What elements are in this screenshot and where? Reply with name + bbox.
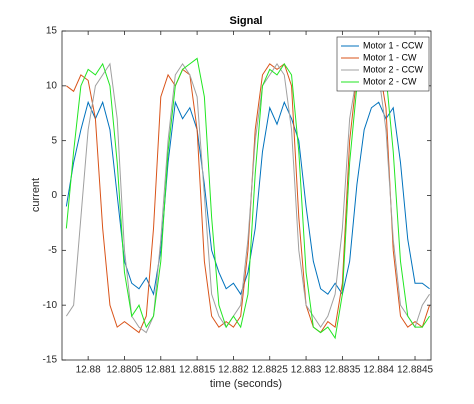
x-tick-label: 12.8835	[324, 365, 361, 376]
y-tick-label: -5	[48, 245, 57, 256]
x-tick-label: 12.8805	[106, 365, 143, 376]
x-tick-label: 12.881	[145, 365, 176, 376]
legend-label: Motor 1 - CCW	[363, 40, 424, 50]
x-tick-label: 12.8845	[397, 365, 434, 376]
chart-title: Signal	[229, 15, 262, 27]
legend-label: Motor 2 - CW	[363, 76, 417, 86]
y-tick-label: 10	[46, 80, 58, 91]
y-tick-label: 0	[51, 190, 57, 201]
legend-label: Motor 2 - CCW	[363, 64, 424, 74]
y-axis-label: current	[30, 178, 42, 212]
y-tick-label: 5	[51, 135, 57, 146]
y-tick-label: -10	[43, 300, 58, 311]
x-tick-label: 12.88	[76, 365, 101, 376]
x-tick-label: 12.883	[291, 365, 322, 376]
legend-label: Motor 1 - CW	[363, 52, 417, 62]
x-tick-label: 12.884	[363, 365, 394, 376]
y-tick-label: 15	[46, 26, 58, 37]
x-tick-label: 12.882	[218, 365, 249, 376]
y-tick-label: -15	[43, 355, 58, 366]
x-tick-label: 12.8825	[252, 365, 289, 376]
x-tick-label: 12.8815	[179, 365, 216, 376]
x-axis-label: time (seconds)	[210, 378, 282, 390]
